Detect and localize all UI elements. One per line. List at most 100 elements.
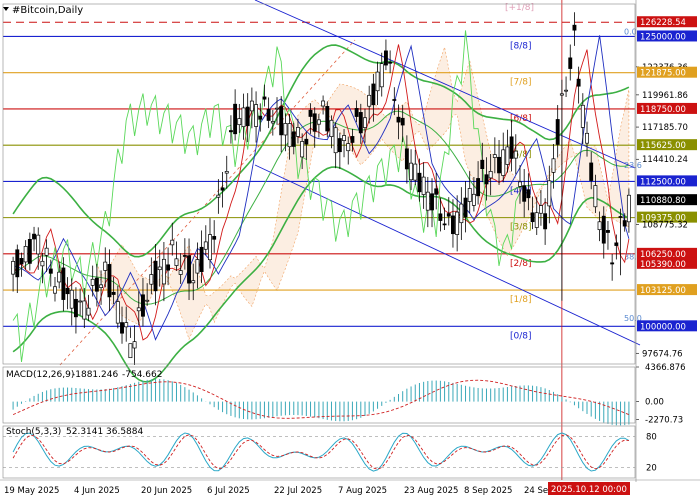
- murrey-label: [4/8]: [510, 186, 532, 196]
- candle-body: [497, 156, 501, 174]
- stoch-main-line: [12, 432, 630, 472]
- price-tick-label: 118750.00: [640, 105, 686, 115]
- candle-body: [337, 138, 342, 153]
- candle-body: [23, 246, 28, 263]
- current-date-badge: [548, 482, 630, 495]
- candle-body: [371, 83, 376, 106]
- price-tick-label: 112500.00: [640, 177, 686, 187]
- candle-body: [287, 123, 292, 148]
- candle-body: [492, 154, 497, 158]
- candle-body: [161, 258, 166, 285]
- candle-body: [191, 280, 196, 284]
- candle-body: [94, 277, 99, 292]
- candle-body: [425, 191, 430, 211]
- murrey-label: [5/8]: [510, 150, 532, 160]
- murrey-label: [0/8]: [510, 331, 532, 341]
- macd-signal-value: -754.662: [122, 370, 162, 380]
- candle-body: [593, 185, 598, 208]
- candle-body: [522, 185, 527, 202]
- candle-body: [300, 141, 305, 158]
- candle-body: [559, 93, 564, 96]
- bollinger-upper-band: [12, 44, 630, 258]
- candle-body: [409, 162, 414, 181]
- candle-body: [446, 213, 451, 217]
- candle-body: [333, 127, 338, 154]
- price-tag-badge: [637, 247, 697, 259]
- candle-body: [455, 211, 460, 235]
- candle-body: [48, 268, 53, 274]
- price-tick-label: 106250.00: [640, 250, 686, 260]
- price-tag-badge: [637, 284, 697, 296]
- candle-body: [589, 162, 594, 181]
- price-tag-badge: [637, 30, 697, 42]
- candle-body: [626, 194, 631, 223]
- fib-level-label: 23.6: [624, 161, 642, 170]
- candle-body: [27, 239, 32, 264]
- candle-body: [90, 278, 95, 286]
- candle-body: [576, 78, 581, 87]
- candle-body: [342, 135, 346, 141]
- candle-body: [157, 266, 162, 271]
- candle-body: [128, 343, 133, 359]
- candle-body: [346, 143, 351, 152]
- murrey-label: [3/8]: [510, 223, 532, 233]
- candle-body: [136, 307, 141, 312]
- candle-body: [509, 136, 514, 159]
- candle-body: [40, 260, 45, 267]
- candle-body: [86, 307, 91, 316]
- candle-body: [44, 247, 49, 256]
- candle-body: [182, 255, 187, 257]
- candle-body: [65, 287, 70, 295]
- candle-body: [392, 99, 397, 101]
- macd-tick-label: 4366.876: [645, 363, 686, 373]
- candle-body: [501, 149, 506, 176]
- candle-body: [480, 159, 485, 169]
- candle-body: [199, 246, 204, 272]
- bollinger-middle-band: [12, 110, 630, 305]
- trend-channel-upper: [254, 0, 636, 169]
- candle-body: [375, 71, 380, 92]
- candle-body: [547, 180, 552, 207]
- price-tag-badge: [637, 102, 697, 114]
- candle-body: [275, 107, 279, 110]
- candle-body: [329, 119, 334, 138]
- candle-body: [312, 113, 317, 132]
- candle-body: [178, 270, 183, 275]
- fib-level-label: 0.0: [624, 27, 637, 36]
- date-tick-label: 22 Jul 2025: [274, 486, 322, 496]
- candle-body: [622, 220, 627, 227]
- candle-body: [572, 24, 577, 31]
- candle-body: [216, 194, 221, 198]
- price-tick-label: 114410.24: [642, 155, 688, 165]
- price-tick-label: 97674.76: [642, 349, 683, 359]
- stoch-main-value: 52.3141: [66, 427, 103, 437]
- candle-body: [145, 299, 150, 302]
- candle-body: [505, 146, 510, 165]
- murrey-label: [1/8]: [510, 295, 532, 305]
- candle-body: [291, 131, 296, 147]
- candle-body: [15, 249, 20, 278]
- candle-body: [358, 112, 363, 134]
- candle-body: [174, 258, 179, 266]
- dropdown-icon[interactable]: [3, 7, 9, 11]
- macd-label: MACD(12,26,9): [6, 370, 74, 380]
- candle-body: [526, 189, 531, 199]
- candle-body: [82, 300, 87, 320]
- stoch-signal-line: [12, 434, 629, 470]
- candle-body: [538, 205, 543, 214]
- date-tick-label: 19 May 2025: [4, 486, 59, 496]
- candle-body: [237, 118, 242, 126]
- candle-body: [279, 106, 284, 136]
- price-tag-badge: [637, 194, 697, 206]
- price-tag-badge: [637, 175, 697, 187]
- candle-body: [388, 61, 393, 64]
- candle-body: [534, 212, 539, 228]
- candle-body: [195, 259, 200, 274]
- candle-body: [120, 322, 124, 334]
- candle-body: [203, 241, 208, 250]
- stoch-signal-value: 36.5884: [106, 427, 143, 437]
- date-tick-label: 8 Sep 2025: [464, 486, 512, 496]
- candle-body: [57, 271, 62, 283]
- date-tick-label: 23 Aug 2025: [404, 486, 458, 496]
